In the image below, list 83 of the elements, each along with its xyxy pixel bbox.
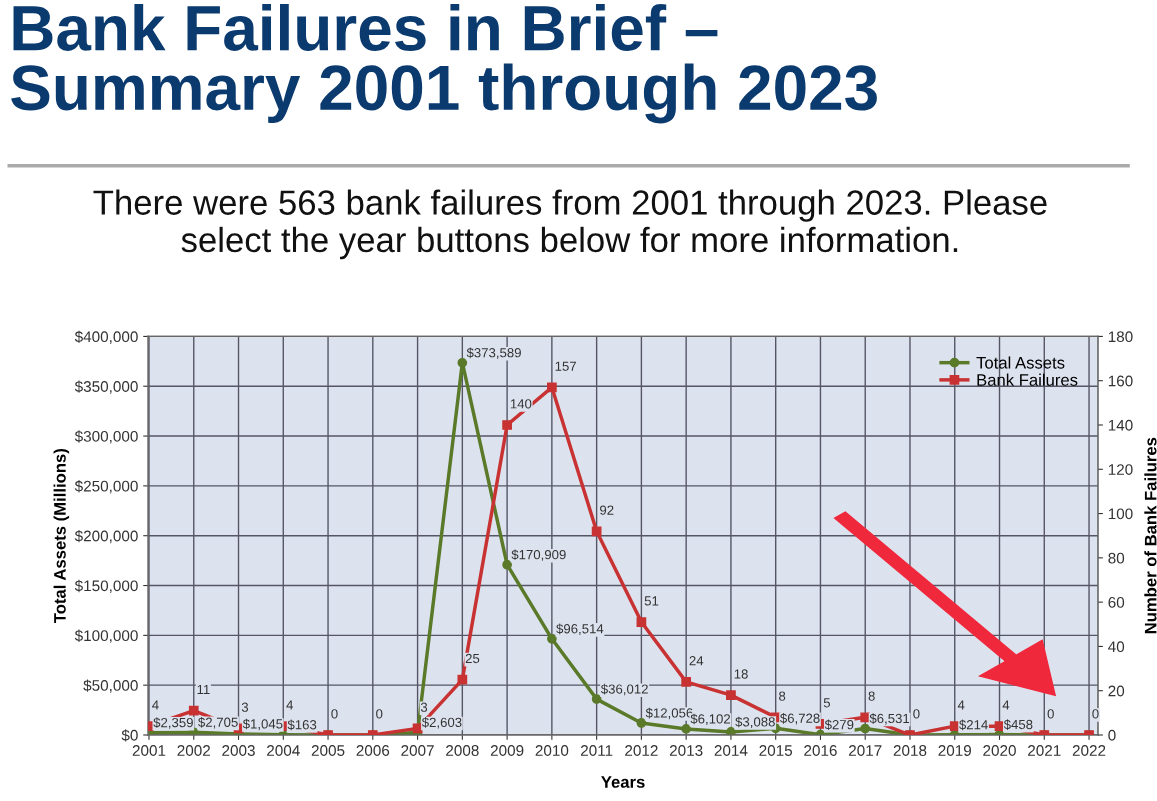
data-label: 0 bbox=[913, 709, 920, 719]
data-label: $458 bbox=[1003, 719, 1033, 730]
y-tick-label: $350,000 bbox=[74, 380, 138, 394]
x-tick-label: 2007 bbox=[401, 745, 434, 756]
y2-tick-label: 140 bbox=[1108, 419, 1133, 431]
y-tick-label: $200,000 bbox=[74, 529, 138, 544]
data-label: 11 bbox=[197, 684, 210, 695]
data-label: $214 bbox=[959, 719, 988, 731]
x-tick-label: 2012 bbox=[625, 745, 658, 756]
data-label: 4 bbox=[286, 700, 294, 710]
x-tick-label: 2011 bbox=[580, 745, 613, 756]
x-tick-label: 2008 bbox=[446, 745, 479, 756]
data-label: $3,088 bbox=[735, 716, 775, 729]
data-label: 0 bbox=[331, 709, 338, 719]
x-tick-label: 2017 bbox=[849, 745, 882, 756]
y2-tick-label: 160 bbox=[1108, 375, 1133, 387]
x-tick-label: 2022 bbox=[1072, 745, 1106, 756]
x-tick-label: 2018 bbox=[893, 745, 927, 756]
x-tick-label: 2009 bbox=[490, 745, 524, 756]
y2-tick-label: 40 bbox=[1108, 641, 1125, 653]
y-axis-title: Total Assets (Millions) bbox=[53, 449, 70, 624]
y2-tick-label: 120 bbox=[1108, 464, 1133, 475]
y-tick-label: $50,000 bbox=[83, 679, 138, 693]
x-tick-label: 2002 bbox=[177, 745, 210, 756]
x-tick-label: 2003 bbox=[222, 745, 255, 756]
data-label: 157 bbox=[555, 361, 576, 371]
y2-tick-label: 80 bbox=[1108, 552, 1125, 564]
data-label: $163 bbox=[287, 719, 317, 731]
data-label: $96,514 bbox=[556, 623, 604, 635]
x-tick-label: 2021 bbox=[1028, 745, 1061, 756]
x-tick-label: 2016 bbox=[804, 745, 837, 756]
data-label: $6,728 bbox=[780, 713, 820, 725]
y2-tick-label: 100 bbox=[1108, 508, 1133, 520]
x-axis-title: Years bbox=[601, 776, 645, 788]
chart-subtitle: There were 563 bank failures from 2001 through 2023. Please select the year buttons below for more information. bbox=[93, 189, 1047, 260]
y-tick-label: $0 bbox=[121, 729, 138, 742]
y-tick-label: $300,000 bbox=[74, 430, 138, 444]
data-label: 92 bbox=[600, 505, 614, 515]
data-label: 25 bbox=[465, 653, 480, 664]
data-label: $279 bbox=[824, 719, 854, 731]
data-label: 24 bbox=[689, 656, 704, 666]
x-tick-label: 2001 bbox=[132, 745, 166, 756]
x-tick-label: 2015 bbox=[759, 745, 793, 756]
x-tick-label: 2006 bbox=[356, 745, 390, 756]
data-label: 4 bbox=[152, 700, 159, 710]
data-label: $2,705 bbox=[198, 717, 238, 729]
y2-tick-label: 60 bbox=[1108, 597, 1125, 608]
data-label: $36,012 bbox=[600, 683, 648, 696]
data-label: 3 bbox=[241, 702, 249, 712]
y-tick-label: $150,000 bbox=[74, 579, 138, 594]
x-tick-label: 2004 bbox=[267, 745, 300, 756]
chart-title: Bank Failures in Brief – Summary 2001 through 2023 bbox=[11, 4, 877, 124]
data-label: $2,359 bbox=[153, 717, 193, 729]
y2-axis-title: Number of Bank Failures bbox=[1144, 437, 1157, 634]
x-tick-label: 2020 bbox=[983, 745, 1016, 756]
data-label: $373,589 bbox=[466, 347, 521, 359]
x-tick-label: 2010 bbox=[535, 745, 569, 756]
y-tick-label: $400,000 bbox=[74, 330, 138, 344]
data-label: 4 bbox=[1002, 700, 1010, 710]
data-label: $170,909 bbox=[511, 549, 566, 561]
x-tick-label: 2013 bbox=[669, 745, 703, 756]
data-label: $1,045 bbox=[242, 718, 283, 731]
x-tick-label: 2005 bbox=[311, 745, 345, 756]
y-tick-label: $250,000 bbox=[74, 480, 138, 494]
y-tick-label: $100,000 bbox=[74, 629, 138, 643]
data-label: 5 bbox=[823, 698, 831, 708]
data-label: 140 bbox=[510, 399, 532, 409]
data-label: $6,531 bbox=[869, 713, 910, 725]
data-label: 0 bbox=[376, 709, 383, 719]
data-label: 3 bbox=[420, 702, 428, 712]
y2-tick-label: 180 bbox=[1108, 331, 1133, 343]
data-label: $2,603 bbox=[421, 717, 462, 729]
data-label: 8 bbox=[868, 691, 875, 701]
x-tick-label: 2014 bbox=[714, 745, 748, 756]
data-label: 8 bbox=[779, 691, 786, 701]
data-label: 18 bbox=[734, 669, 748, 679]
y2-tick-label: 0 bbox=[1108, 729, 1116, 741]
data-label: 0 bbox=[1047, 709, 1054, 719]
x-tick-label: 2019 bbox=[938, 745, 972, 756]
data-label: 4 bbox=[957, 700, 965, 710]
y2-tick-label: 20 bbox=[1108, 685, 1125, 697]
data-label: 51 bbox=[644, 596, 659, 606]
data-label: 0 bbox=[1092, 709, 1099, 719]
